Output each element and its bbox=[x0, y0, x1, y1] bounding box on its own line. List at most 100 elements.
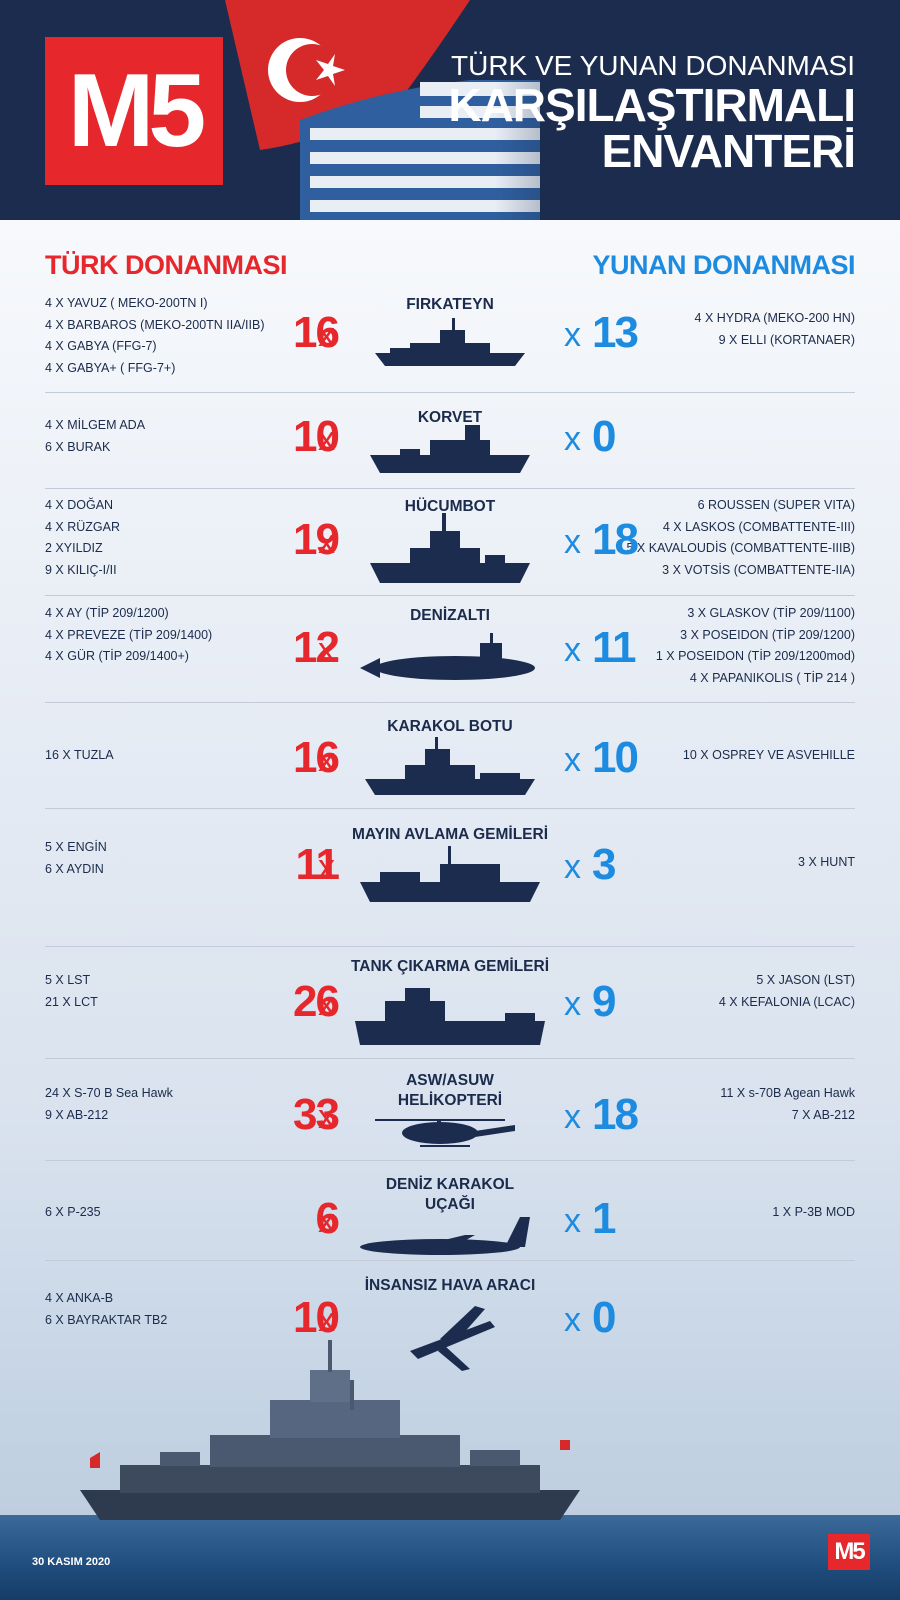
header-title-block: TÜRK VE YUNAN DONANMASI KARŞILAŞTIRMALI … bbox=[448, 50, 856, 177]
header-title-line2: ENVANTERİ bbox=[601, 125, 856, 177]
turkish-item: 4 X GÜR (TİP 209/1400+) bbox=[45, 649, 189, 663]
category-row: 4 X YAVUZ ( MEKO-200TN I) 4 X BARBAROS (M… bbox=[0, 293, 900, 393]
footer-m5-logo: M5 bbox=[828, 1534, 870, 1570]
row-divider bbox=[45, 488, 855, 489]
category-title: FIRKATEYN bbox=[406, 296, 494, 313]
row-divider bbox=[45, 595, 855, 596]
turkish-item: 9 X KILIÇ-I/II bbox=[45, 562, 117, 577]
turkish-item: 5 X ENGİN bbox=[45, 840, 107, 854]
turkish-multiplier: x bbox=[318, 848, 335, 886]
greek-count: 0 bbox=[592, 412, 617, 461]
turkish-item: 4 X DOĞAN bbox=[45, 498, 114, 512]
turkish-multiplier: x bbox=[318, 631, 335, 669]
greek-count: 18 bbox=[592, 515, 639, 564]
category-title: İNSANSIZ HAVA ARACI bbox=[364, 1277, 536, 1294]
greek-navy-heading: YUNAN DONANMASI bbox=[592, 250, 856, 280]
turkish-item: 4 X PREVEZE (TİP 209/1400) bbox=[45, 627, 213, 642]
turkish-multiplier: x bbox=[318, 1098, 335, 1136]
greek-items-list: 3 X GLASKOV (TİP 209/1100) 3 X POSEIDON (… bbox=[656, 603, 855, 689]
turkish-count: 11 bbox=[295, 840, 339, 889]
turkish-items-list: 24 X S-70 B Sea Hawk 9 X AB-212 bbox=[45, 1083, 173, 1126]
category-title: KARAKOL BOTU bbox=[387, 718, 513, 735]
greek-item: 9 X ELLI (KORTANAER) bbox=[718, 332, 855, 347]
greek-items-list: 6 ROUSSEN (SUPER VITA) 4 X LASKOS (COMBAT… bbox=[626, 495, 855, 581]
greek-count: 18 bbox=[592, 1090, 639, 1139]
category-title: MAYIN AVLAMA GEMİLERİ bbox=[351, 826, 549, 843]
turkish-items-list: 16 X TUZLA bbox=[45, 745, 114, 767]
greek-item: 1 X POSEIDON (TİP 209/1200mod) bbox=[655, 649, 855, 663]
greek-items-list: 1 X P-3B MOD bbox=[772, 1202, 855, 1224]
footer-date: 30 KASIM 2020 bbox=[32, 1556, 111, 1568]
greek-multiplier: x bbox=[564, 316, 581, 354]
turkish-item: 24 X S-70 B Sea Hawk bbox=[45, 1086, 173, 1100]
turkish-item: 4 X BARBAROS (MEKO-200TN IIA/IIB) bbox=[45, 317, 265, 332]
category-title: DENİZALTI bbox=[410, 607, 490, 624]
row-divider bbox=[45, 392, 855, 393]
category-row: 6 X P-235 1 X P-3B MOD DENİZ KARAKOL UÇAĞI… bbox=[0, 1172, 900, 1267]
turkish-multiplier: x bbox=[318, 420, 335, 458]
greek-count: 0 bbox=[592, 1293, 617, 1342]
turkish-multiplier: x bbox=[318, 523, 335, 561]
greek-multiplier: x bbox=[564, 985, 581, 1023]
header-subtitle: TÜRK VE YUNAN DONANMASI bbox=[451, 50, 855, 81]
turkish-multiplier: x bbox=[318, 985, 335, 1023]
turkish-item: 6 X P-235 bbox=[45, 1205, 101, 1219]
greek-item: 1 X P-3B MOD bbox=[772, 1205, 855, 1219]
greek-item: 4 X PAPANIKOLIS ( TİP 214 ) bbox=[689, 670, 855, 685]
greek-item: 5 X JASON (LST) bbox=[756, 973, 855, 987]
sea-background bbox=[0, 1515, 900, 1600]
category-row: 4 X DOĞAN 4 X RÜZGAR 2 XYILDIZ 9 X KILIÇ-I/… bbox=[0, 495, 900, 595]
turkish-multiplier: x bbox=[318, 1202, 335, 1240]
turkish-items-list: 4 X AY (TİP 209/1200) 4 X PREVEZE (TİP 20… bbox=[45, 603, 212, 668]
turkish-items-list: 6 X P-235 bbox=[45, 1202, 101, 1224]
patrol-boat-icon bbox=[365, 737, 535, 802]
greek-count: 1 bbox=[592, 1194, 617, 1243]
category-title: HÜCUMBOT bbox=[404, 498, 496, 515]
greek-items-list: 5 X JASON (LST) 4 X KEFALONIA (LCAC) bbox=[719, 970, 855, 1013]
turkish-count: 12 bbox=[293, 623, 340, 672]
greek-item: 3 X VOTSİS (COMBATTENTE-IIA) bbox=[662, 562, 855, 577]
minehunter-icon bbox=[360, 844, 540, 909]
attack-boat-icon bbox=[370, 513, 530, 590]
turkish-multiplier: x bbox=[318, 741, 335, 779]
turkish-item: 4 X RÜZGAR bbox=[45, 519, 121, 534]
submarine-icon bbox=[360, 633, 540, 688]
category-row: 24 X S-70 B Sea Hawk 9 X AB-212 11 X s-70B… bbox=[0, 1068, 900, 1163]
turkish-item: 4 X AY (TİP 209/1200) bbox=[45, 606, 169, 620]
category-row: 5 X ENGİN 6 X AYDIN 3 X HUNT MAYIN AVLAMA G… bbox=[0, 822, 900, 942]
turkish-item: 6 X BURAK bbox=[45, 439, 111, 454]
warship-image bbox=[80, 1340, 580, 1520]
corvette-icon bbox=[370, 425, 530, 480]
turkish-count: 6 bbox=[315, 1194, 341, 1243]
landing-ship-icon bbox=[355, 983, 545, 1053]
patrol-aircraft-icon bbox=[355, 1217, 545, 1267]
turkish-item: 21 X LCT bbox=[45, 994, 98, 1009]
category-row: 5 X LST 21 X LCT 5 X JASON (LST) 4 X KEFALO… bbox=[0, 955, 900, 1055]
drone-icon bbox=[390, 1301, 510, 1376]
greek-count: 11 bbox=[592, 623, 636, 672]
turkish-item: 4 X YAVUZ ( MEKO-200TN I) bbox=[45, 296, 208, 310]
greek-items-list: 10 X OSPREY VE ASVEHILLE bbox=[683, 745, 855, 767]
turkish-item: 9 X AB-212 bbox=[45, 1107, 109, 1122]
turkish-items-list: 4 X DOĞAN 4 X RÜZGAR 2 XYILDIZ 9 X KILIÇ-I/… bbox=[45, 495, 120, 581]
turkish-item: 4 X MİLGEM ADA bbox=[45, 418, 146, 432]
turkish-count: 16 bbox=[293, 733, 340, 782]
turkish-items-list: 5 X ENGİN 6 X AYDIN bbox=[45, 837, 107, 880]
greek-item: 4 X LASKOS (COMBATTENTE-III) bbox=[662, 519, 855, 534]
header-title-line1: KARŞILAŞTIRMALI bbox=[448, 79, 856, 131]
m5-logo: M5 bbox=[45, 37, 223, 185]
greek-multiplier: x bbox=[564, 1301, 581, 1339]
turkish-count: 26 bbox=[293, 977, 340, 1026]
turkish-item: 6 X AYDIN bbox=[45, 861, 104, 876]
greek-multiplier: x bbox=[564, 848, 581, 886]
greek-items-list: 11 X s-70B Agean Hawk 7 X AB-212 bbox=[720, 1083, 855, 1126]
greek-item: 3 X HUNT bbox=[798, 855, 855, 869]
turkish-multiplier: x bbox=[318, 1301, 335, 1339]
helicopter-icon bbox=[375, 1113, 525, 1158]
category-row: 4 X ANKA-B 6 X BAYRAKTAR TB2 İNSANSIZ HAVA… bbox=[0, 1273, 900, 1371]
turkish-item: 4 X GABYA (FFG-7) bbox=[45, 339, 157, 353]
frigate-icon bbox=[370, 318, 530, 373]
greek-count: 9 bbox=[592, 977, 617, 1026]
row-divider bbox=[45, 702, 855, 703]
greek-item: 6 ROUSSEN (SUPER VITA) bbox=[697, 498, 855, 512]
